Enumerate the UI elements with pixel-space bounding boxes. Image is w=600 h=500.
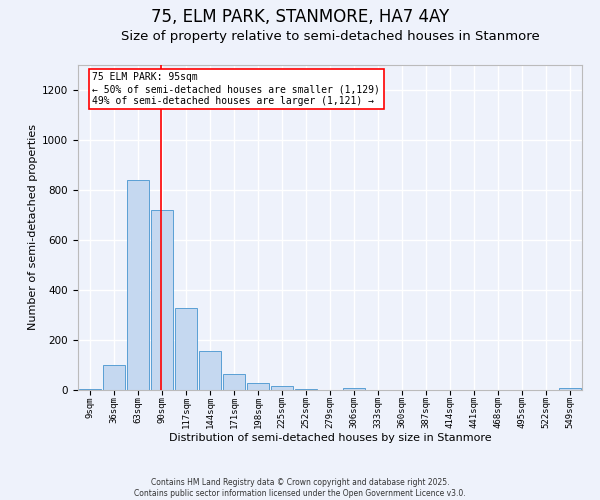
Text: Contains HM Land Registry data © Crown copyright and database right 2025.
Contai: Contains HM Land Registry data © Crown c…	[134, 478, 466, 498]
Bar	[127, 180, 149, 390]
Text: 75 ELM PARK: 95sqm
← 50% of semi-detached houses are smaller (1,129)
49% of semi: 75 ELM PARK: 95sqm ← 50% of semi-detache…	[92, 72, 380, 106]
Bar	[247, 382, 269, 390]
Bar	[151, 210, 173, 390]
Bar	[199, 351, 221, 390]
Bar	[79, 389, 101, 390]
Bar	[103, 365, 125, 390]
Bar	[175, 308, 197, 390]
Bar	[223, 374, 245, 390]
Text: 75, ELM PARK, STANMORE, HA7 4AY: 75, ELM PARK, STANMORE, HA7 4AY	[151, 8, 449, 26]
X-axis label: Distribution of semi-detached houses by size in Stanmore: Distribution of semi-detached houses by …	[169, 432, 491, 442]
Y-axis label: Number of semi-detached properties: Number of semi-detached properties	[28, 124, 38, 330]
Bar	[271, 386, 293, 390]
Title: Size of property relative to semi-detached houses in Stanmore: Size of property relative to semi-detach…	[121, 30, 539, 43]
Bar	[343, 388, 365, 390]
Bar	[295, 389, 317, 390]
Bar	[559, 388, 581, 390]
